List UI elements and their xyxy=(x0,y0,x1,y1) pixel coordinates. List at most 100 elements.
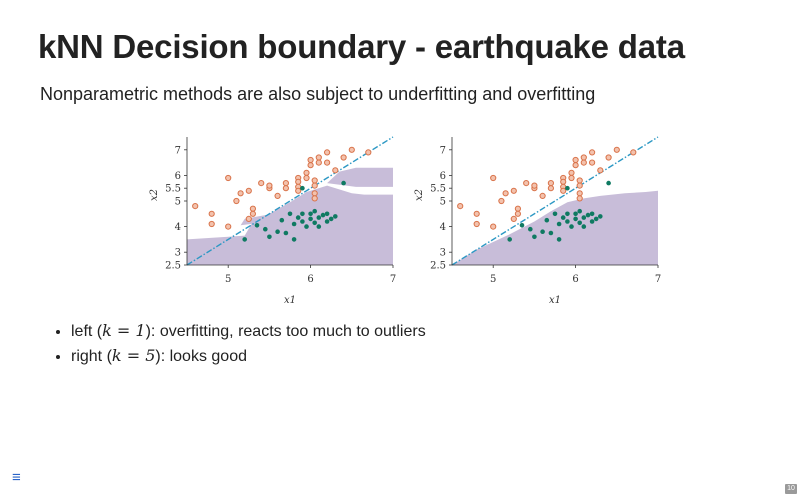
data-point-orange xyxy=(348,146,355,153)
y-tick-label: 3 xyxy=(440,248,446,259)
data-point-orange xyxy=(249,205,257,212)
data-point-green xyxy=(312,220,317,226)
y-axis-label: x2 xyxy=(414,189,425,201)
data-point-orange xyxy=(560,178,567,185)
data-point-orange xyxy=(514,210,521,217)
y-tick-label: 5 xyxy=(175,197,181,208)
data-point-orange xyxy=(282,185,289,192)
data-point-orange xyxy=(605,154,612,161)
chart-panel-left: 5 6 7 2.5 3 4 5 5.5 6 7 x1 x2 xyxy=(149,136,396,306)
data-point-orange xyxy=(490,223,497,230)
data-point-green xyxy=(556,237,562,242)
knn-decision-boundary-figure: 5 6 7 2.5 3 4 5 5.5 6 7 x1 x2 5 6 7 2.5 3 4 5 5.5 6 7 x1 x2 xyxy=(130,125,675,315)
data-point-green xyxy=(341,180,346,186)
y-tick-label: 5 xyxy=(440,197,446,208)
data-point-green xyxy=(283,230,289,236)
data-point-orange xyxy=(307,162,314,169)
data-point-green xyxy=(581,215,587,220)
data-point-orange xyxy=(580,154,587,161)
data-point-green xyxy=(324,211,330,217)
data-point-orange xyxy=(303,169,310,176)
data-point-orange xyxy=(514,205,521,212)
data-point-green xyxy=(291,221,297,227)
data-point-orange xyxy=(547,185,554,192)
data-point-orange xyxy=(324,159,331,166)
data-point-green xyxy=(308,216,313,222)
data-point-green xyxy=(324,219,330,224)
y-tick-label: 6 xyxy=(440,171,446,182)
data-point-orange xyxy=(311,177,318,184)
data-point-orange xyxy=(572,162,579,169)
data-point-green xyxy=(254,223,260,228)
data-point-green xyxy=(585,212,591,218)
data-point-orange xyxy=(580,159,587,166)
bullet-text: ): looks good xyxy=(155,348,247,365)
x-tick-label: 7 xyxy=(390,274,396,285)
data-point-orange xyxy=(208,220,215,228)
data-point-orange xyxy=(502,190,509,197)
math-k: k xyxy=(111,346,122,365)
y-tick-label: 6 xyxy=(175,171,181,182)
page-number-badge: 10 xyxy=(785,484,797,494)
data-point-orange xyxy=(498,197,505,205)
chart-panel-right: 5 6 7 2.5 3 4 5 5.5 6 7 x1 x2 xyxy=(414,136,661,306)
data-point-green xyxy=(606,180,611,186)
data-point-green xyxy=(295,215,301,220)
data-point-green xyxy=(540,229,545,234)
data-point-orange xyxy=(576,195,583,202)
data-point-orange xyxy=(576,177,583,184)
decision-region-island xyxy=(240,213,282,226)
data-point-orange xyxy=(365,149,372,156)
y-tick-label: 3 xyxy=(175,248,181,259)
bullet-item-right: right (k = 5): looks good xyxy=(71,344,426,369)
data-point-orange xyxy=(630,149,637,156)
bullet-list: left (k = 1): overfitting, reacts too mu… xyxy=(55,319,426,369)
math-k: k xyxy=(102,321,112,340)
data-point-orange xyxy=(258,180,265,187)
y-axis-label: x2 xyxy=(149,189,160,201)
data-point-green xyxy=(312,208,317,214)
y-tick-label: 5.5 xyxy=(430,184,446,195)
data-point-orange xyxy=(307,156,314,164)
y-tick-label: 2.5 xyxy=(430,261,446,272)
y-tick-label: 7 xyxy=(440,145,446,156)
data-point-orange xyxy=(311,190,318,197)
data-point-orange xyxy=(295,178,302,185)
data-point-green xyxy=(589,219,595,224)
data-point-green xyxy=(593,216,599,222)
data-point-green xyxy=(279,217,285,223)
data-point-orange xyxy=(225,223,232,230)
data-point-green xyxy=(300,185,305,191)
data-point-green xyxy=(573,211,578,217)
data-point-orange xyxy=(473,220,480,228)
data-point-orange xyxy=(589,159,596,166)
data-point-orange xyxy=(311,195,318,202)
data-point-orange xyxy=(547,180,554,187)
slide-subtitle: Nonparametric methods are also subject t… xyxy=(40,84,596,104)
data-point-green xyxy=(316,224,322,229)
data-point-orange xyxy=(457,203,464,210)
data-point-green xyxy=(308,211,313,217)
data-point-green xyxy=(552,211,558,217)
data-point-green xyxy=(304,224,309,229)
data-point-orange xyxy=(531,182,538,189)
data-point-orange xyxy=(245,215,252,223)
data-point-orange xyxy=(597,167,604,174)
data-point-green xyxy=(548,230,554,236)
data-point-green xyxy=(565,219,570,224)
data-point-green xyxy=(267,234,272,240)
y-tick-label: 2.5 xyxy=(165,261,181,272)
data-point-orange xyxy=(233,197,240,205)
knn-charts-svg: 5 6 7 2.5 3 4 5 5.5 6 7 x1 x2 5 6 7 2.5 3 4 5 5.5 6 7 x1 x2 xyxy=(149,136,661,306)
linear-boundary-line xyxy=(451,136,659,266)
data-point-orange xyxy=(568,169,575,176)
x-axis-label: x1 xyxy=(549,295,561,306)
math-value: = 5 xyxy=(121,346,156,365)
data-point-orange xyxy=(324,149,331,156)
data-point-green xyxy=(565,211,570,217)
data-point-green xyxy=(519,223,525,228)
data-point-orange xyxy=(208,210,215,217)
data-point-green xyxy=(589,211,595,217)
data-point-green xyxy=(560,215,566,220)
hamburger-menu-icon[interactable]: ≡ xyxy=(12,469,21,486)
